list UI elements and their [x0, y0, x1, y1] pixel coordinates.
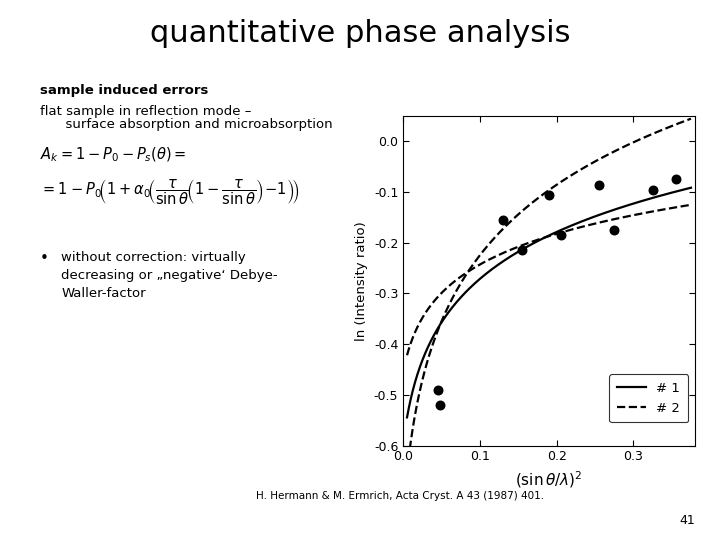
Point	[608, 226, 620, 234]
Text: $= 1 - P_0\!\left(1 + \alpha_0\!\left(\dfrac{\tau}{\sin\theta}\!\left(1 - \dfrac: $= 1 - P_0\!\left(1 + \alpha_0\!\left(\d…	[40, 177, 300, 207]
Text: flat sample in reflection mode –: flat sample in reflection mode –	[40, 105, 251, 118]
Point	[670, 175, 681, 184]
Text: without correction: virtually
decreasing or „negative‘ Debye-
Waller-factor: without correction: virtually decreasing…	[61, 251, 278, 300]
Point	[432, 386, 444, 394]
Text: $A_k = 1 - P_0 - P_s(\theta) =$: $A_k = 1 - P_0 - P_s(\theta) =$	[40, 146, 186, 164]
Point	[647, 185, 658, 194]
Point	[544, 190, 555, 199]
Point	[516, 246, 528, 255]
Point	[434, 401, 446, 409]
Point	[593, 180, 605, 189]
Point	[498, 215, 509, 224]
Text: •: •	[40, 251, 48, 266]
Text: H. Hermann & M. Ermrich, Acta Cryst. A 43 (1987) 401.: H. Hermann & M. Ermrich, Acta Cryst. A 4…	[256, 491, 544, 501]
Text: quantitative phase analysis: quantitative phase analysis	[150, 19, 570, 48]
Point	[554, 231, 566, 240]
Text: sample induced errors: sample induced errors	[40, 84, 208, 97]
Y-axis label: ln (Intensity ratio): ln (Intensity ratio)	[355, 221, 369, 341]
Legend: # 1, # 2: # 1, # 2	[609, 374, 688, 422]
Text: surface absorption and microabsorption: surface absorption and microabsorption	[40, 118, 332, 131]
X-axis label: $(\sin\theta/\lambda)^2$: $(\sin\theta/\lambda)^2$	[516, 469, 582, 490]
Text: 41: 41	[679, 514, 695, 526]
